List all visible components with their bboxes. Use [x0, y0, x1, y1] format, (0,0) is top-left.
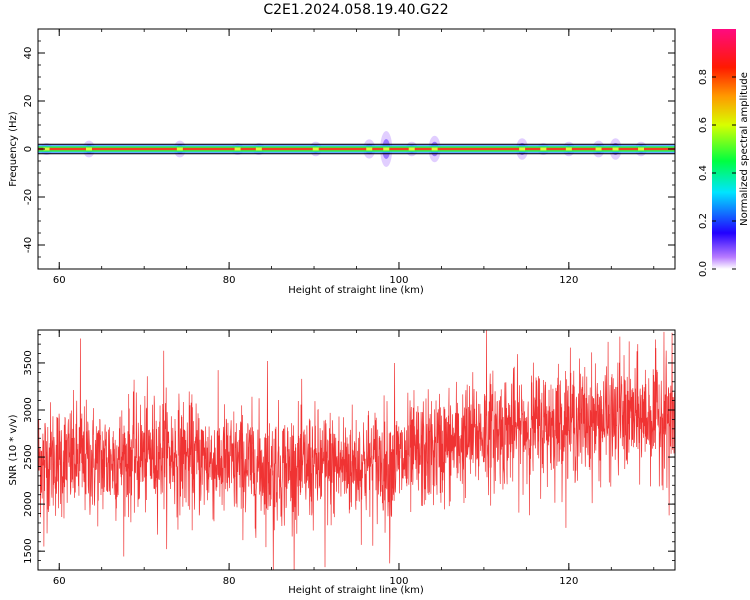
x-tick-label: 80 — [223, 576, 236, 587]
snr-xlabel: Height of straight line (km) — [288, 585, 424, 596]
x-tick-label: 120 — [559, 576, 578, 587]
snr-ticks: 60 80 100 120 1500 2000 2500 3000 3500 — [23, 330, 675, 587]
spectrogram-xlabel: Height of straight line (km) — [288, 285, 424, 296]
spectral-peak — [255, 147, 262, 151]
spectral-peak — [638, 147, 645, 151]
colorbar-tick-label: 0.0 — [698, 261, 709, 277]
x-tick-label: 100 — [389, 576, 408, 587]
x-tick-label: 80 — [223, 275, 236, 286]
spectral-peak — [595, 147, 602, 151]
spectral-peak — [312, 147, 319, 151]
spectral-peak — [519, 147, 526, 151]
colorbar-tick-label: 0.4 — [698, 165, 709, 181]
spectral-peak — [43, 147, 50, 151]
spectral-peak — [366, 147, 373, 151]
spectral-peak — [408, 147, 415, 151]
spectrogram-marks — [38, 131, 675, 167]
y-tick-label: -40 — [23, 237, 34, 253]
y-tick-label: 40 — [23, 47, 34, 60]
spectral-peak — [234, 147, 241, 151]
y-tick-label: 3000 — [23, 397, 34, 422]
spectral-peak — [540, 147, 547, 151]
colorbar-ticks: 0.0 0.2 0.4 0.6 0.8 — [698, 69, 736, 277]
spectral-peak — [612, 147, 619, 151]
y-tick-label: 2000 — [23, 491, 34, 516]
colorbar-tick-label: 0.6 — [698, 117, 709, 133]
y-tick-label: 3500 — [23, 350, 34, 375]
spectral-peak — [383, 147, 390, 151]
y-tick-label: 0 — [23, 146, 34, 152]
x-tick-label: 100 — [389, 275, 408, 286]
spectral-peak — [176, 147, 183, 151]
y-tick-label: 20 — [23, 95, 34, 108]
spectral-peak — [565, 147, 572, 151]
y-tick-label: -20 — [23, 189, 34, 205]
spectral-peak — [85, 147, 92, 151]
colorbar: 0.0 0.2 0.4 0.6 0.8 Normalized spectral ampl… — [698, 29, 750, 277]
y-tick-label: 2500 — [23, 444, 34, 469]
x-tick-label: 60 — [53, 275, 66, 286]
x-tick-label: 60 — [53, 576, 66, 587]
snr-ylabel: SNR (10 * v/v) — [8, 414, 19, 485]
colorbar-tick-label: 0.8 — [698, 69, 709, 85]
spectrogram-ylabel: Frequency (Hz) — [8, 111, 19, 187]
colorbar-gradient — [712, 29, 736, 269]
spectral-band-core — [38, 147, 675, 151]
snr-series-line — [38, 330, 675, 570]
colorbar-label: Normalized spectral amplitude — [739, 72, 750, 226]
y-tick-label: 1500 — [23, 538, 34, 563]
colorbar-tick-label: 0.2 — [698, 213, 709, 229]
x-tick-label: 120 — [559, 275, 578, 286]
snr-panel: 60 80 100 120 1500 2000 2500 3000 3500 Height of… — [8, 329, 676, 596]
figure-title: C2E1.2024.058.19.40.G22 — [263, 2, 448, 18]
spectrogram-ticks: 60 80 100 120 40 20 0 -20 -40 — [23, 28, 675, 286]
spectrogram-panel: 60 80 100 120 40 20 0 -20 -40 Height of straight… — [8, 28, 676, 296]
spectral-peak — [431, 147, 438, 151]
